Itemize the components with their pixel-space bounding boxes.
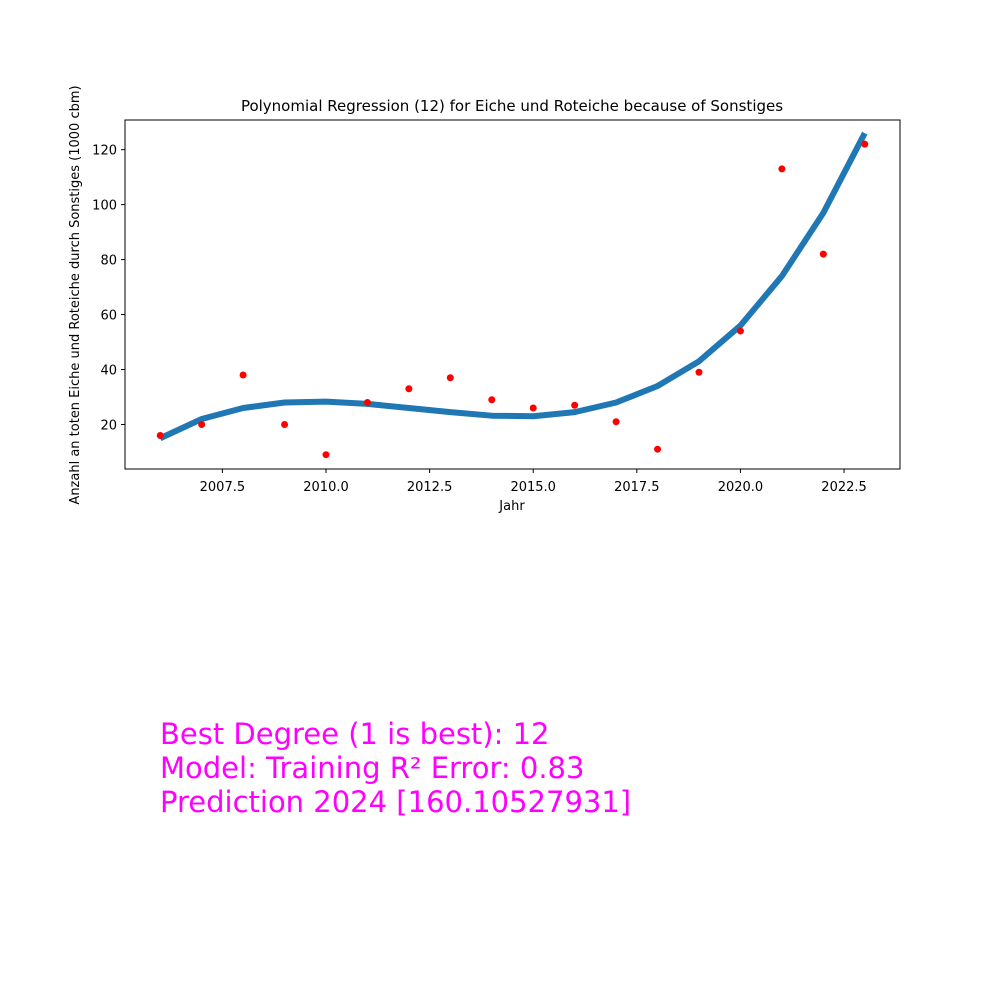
data-point (654, 445, 662, 453)
prediction-text: Prediction 2024 [160.10527931] (160, 785, 632, 819)
training-error-text: Model: Training R² Error: 0.83 (160, 751, 585, 785)
data-point (488, 396, 496, 404)
data-point (363, 399, 371, 406)
plot-marks (156, 131, 869, 459)
y-tick-label: 40 (100, 364, 117, 379)
y-tick-label: 80 (100, 254, 117, 269)
data-point (405, 385, 413, 393)
data-point (861, 140, 869, 148)
chart-title: Polynomial Regression (12) for Eiche und… (241, 97, 783, 115)
x-axis-ticks: 2007.5 2010.0 2012.5 2015.0 2017.5 2020.0 2022… (200, 469, 867, 495)
x-tick-label: 2020.0 (718, 480, 764, 495)
x-tick-label: 2017.5 (614, 480, 660, 495)
data-point (612, 418, 620, 426)
x-axis-label: Jahr (498, 499, 525, 514)
data-point (695, 368, 703, 376)
data-point (198, 420, 206, 428)
y-axis-ticks: 20 40 60 80 100 120 (92, 144, 125, 433)
data-point (446, 374, 454, 382)
y-tick-label: 60 (100, 309, 117, 324)
x-tick-label: 2015.0 (510, 480, 556, 495)
data-point (571, 401, 579, 409)
best-degree-text: Best Degree (1 is best): 12 (160, 717, 550, 751)
plot-frame (124, 119, 901, 470)
x-tick-label: 2007.5 (200, 480, 246, 495)
data-point (736, 327, 744, 335)
y-axis-label: Anzahl an toten Eiche und Roteiche durch… (68, 85, 83, 504)
data-point (239, 371, 247, 379)
y-tick-label: 20 (100, 418, 117, 433)
x-tick-label: 2022.5 (821, 480, 867, 495)
data-point (281, 420, 289, 428)
data-point (778, 165, 786, 173)
x-tick-label: 2012.5 (407, 480, 453, 495)
data-point (156, 431, 164, 439)
y-tick-label: 120 (92, 144, 117, 159)
data-point (529, 404, 537, 412)
data-point (322, 451, 330, 459)
data-point (819, 250, 827, 258)
regression-line (158, 131, 868, 441)
x-tick-label: 2010.0 (303, 480, 349, 495)
y-tick-label: 100 (92, 199, 117, 214)
